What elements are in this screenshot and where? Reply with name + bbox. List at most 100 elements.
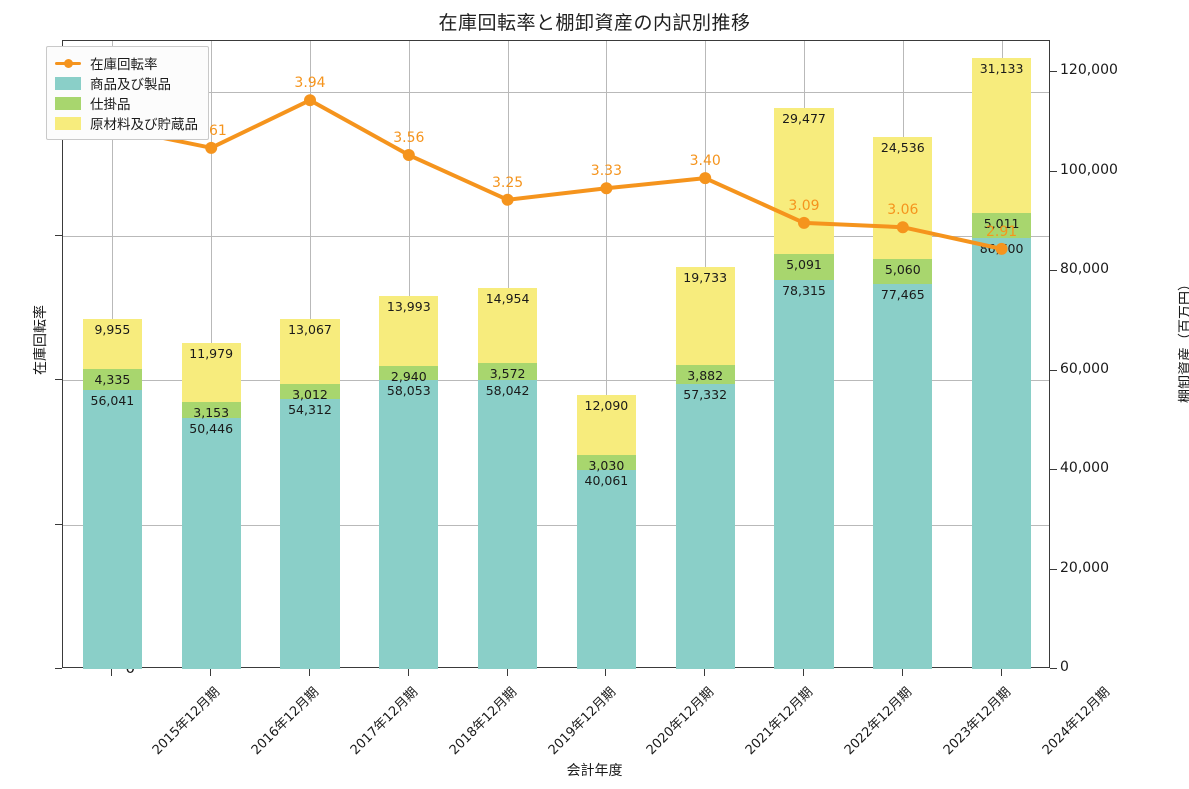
line-data-point[interactable] <box>896 221 909 234</box>
line-data-point[interactable] <box>304 94 316 107</box>
line-data-point[interactable] <box>402 149 415 162</box>
y-axis-right-label: 棚卸資産（百万円） <box>1178 277 1189 403</box>
x-axis-tick-mark <box>1000 669 1002 676</box>
bar-segment[interactable] <box>477 288 538 363</box>
bar-segment[interactable] <box>181 402 241 419</box>
x-axis-tick-label: 2023年12月期 <box>940 684 1014 759</box>
x-axis-tick-label: 2022年12月期 <box>841 684 916 759</box>
x-axis-tick-mark <box>605 669 607 676</box>
y-axis-left-label: 在庫回転率 <box>33 305 49 375</box>
plot-area: 56,041 4,335 9,955 50,446 3,153 11,979 54,312 3… <box>62 40 1050 669</box>
x-axis-tick-mark <box>704 669 706 676</box>
gridline-horizontal <box>63 91 1049 93</box>
y-axis-right-tick-label: 120,000 <box>1060 62 1118 79</box>
line-point-value-label: 3.25 <box>492 174 524 191</box>
y-axis-left-tick-mark <box>55 379 62 381</box>
bar-segment[interactable] <box>774 107 834 255</box>
x-axis-tick-label: 2017年12月期 <box>347 684 422 759</box>
x-axis-tick-mark <box>210 669 212 676</box>
gridline-horizontal <box>63 380 1049 382</box>
x-axis-tick-mark <box>309 669 310 676</box>
bar-segment[interactable] <box>82 390 143 669</box>
line-data-point[interactable] <box>699 172 712 185</box>
legend-item[interactable]: 商品及び製品 <box>55 73 198 93</box>
bar-segment[interactable] <box>477 362 538 381</box>
bar-segment[interactable] <box>971 237 1032 669</box>
line-series-layer <box>106 94 1008 255</box>
bar-segment[interactable] <box>873 283 933 669</box>
line-point-value-label: 3.09 <box>788 197 820 214</box>
legend-item[interactable]: 在庫回転率 <box>55 53 198 73</box>
bar-segment[interactable] <box>181 342 241 403</box>
legend-item[interactable]: 原材料及び貯蔵品 <box>55 113 198 133</box>
gridline-horizontal <box>63 235 1049 237</box>
x-axis-tick-label: 2021年12月期 <box>742 684 817 759</box>
y-axis-right-tick-label: 100,000 <box>1060 161 1118 178</box>
y-axis-right-tick-mark <box>1050 170 1057 172</box>
x-axis-tick-mark <box>901 669 903 676</box>
line-point-value-label: 3.40 <box>689 153 721 170</box>
x-axis-tick-mark <box>407 669 409 676</box>
bar-segment[interactable] <box>280 398 340 669</box>
line-path <box>110 98 1004 251</box>
y-axis-left-tick-mark <box>55 234 62 236</box>
bar-segment[interactable] <box>280 383 340 399</box>
bar-segment[interactable] <box>576 454 637 470</box>
legend-color-swatch-icon <box>55 116 81 130</box>
bar-segment[interactable] <box>873 258 933 284</box>
bar-segment[interactable] <box>379 365 439 381</box>
bar-segment[interactable] <box>675 364 735 384</box>
x-axis-tick-label: 2024年12月期 <box>1039 684 1113 759</box>
bar-segment[interactable] <box>379 380 439 669</box>
y-axis-left-tick-mark <box>55 668 62 669</box>
chart-legend[interactable]: 在庫回転率 商品及び製品仕掛品 原材料及び貯蔵品 <box>46 46 209 140</box>
legend-line-marker-icon <box>55 57 81 70</box>
x-axis-tick-mark <box>111 669 113 676</box>
bar-segment[interactable] <box>873 136 933 259</box>
bar-segment[interactable] <box>774 254 834 280</box>
y-axis-right-tick-mark <box>1050 369 1057 371</box>
y-axis-left-tick-mark <box>55 523 62 525</box>
line-point-value-label: 3.56 <box>393 130 425 147</box>
bar-segment[interactable] <box>675 266 735 365</box>
bar-segment[interactable] <box>675 383 735 669</box>
gridline-vertical <box>606 41 608 667</box>
line-point-value-label: 3.94 <box>294 75 326 92</box>
line-data-point[interactable] <box>798 216 810 229</box>
x-axis-tick-label: 2019年12月期 <box>545 684 619 759</box>
bar-segment[interactable] <box>280 318 340 384</box>
line-data-point[interactable] <box>205 141 218 154</box>
legend-color-swatch-icon <box>55 96 81 110</box>
bar-segment[interactable] <box>181 418 241 669</box>
x-axis-tick-label: 2018年12月期 <box>446 684 520 759</box>
x-axis-tick-mark <box>803 669 804 676</box>
y-axis-right-tick-mark <box>1050 568 1057 570</box>
bar-segment[interactable] <box>971 212 1032 238</box>
legend-item[interactable]: 仕掛品 <box>55 93 198 113</box>
bar-segment[interactable] <box>576 394 637 455</box>
gridline-horizontal <box>63 524 1049 526</box>
y-axis-right-tick-mark <box>1050 270 1057 272</box>
bar-segment[interactable] <box>82 319 143 369</box>
x-axis-label: 会計年度 <box>566 763 623 779</box>
x-axis-tick-label: 2020年12月期 <box>644 684 718 759</box>
line-data-point[interactable] <box>995 242 1008 255</box>
bar-segment[interactable] <box>82 368 143 391</box>
y-axis-right-tick-label: 20,000 <box>1060 559 1109 576</box>
line-data-point[interactable] <box>501 193 514 206</box>
x-axis-tick-label: 2016年12月期 <box>248 684 323 759</box>
line-point-value-label: 2.91 <box>986 223 1018 240</box>
bar-segment[interactable] <box>477 380 538 669</box>
x-axis-tick-mark <box>506 669 508 676</box>
bar-segment[interactable] <box>774 279 834 669</box>
bar-segment[interactable] <box>576 469 637 669</box>
y-axis-right-tick-label: 80,000 <box>1060 261 1109 278</box>
legend-item-label: 仕掛品 <box>90 97 131 113</box>
y-axis-right-tick-mark <box>1050 668 1057 669</box>
bar-segment[interactable] <box>971 58 1032 213</box>
legend-color-swatch-icon <box>55 76 81 90</box>
line-data-point[interactable] <box>600 182 613 195</box>
y-axis-right-tick-mark <box>1050 71 1057 73</box>
bar-segment[interactable] <box>379 296 439 366</box>
chart-title: 在庫回転率と棚卸資産の内訳別推移 <box>438 12 751 34</box>
